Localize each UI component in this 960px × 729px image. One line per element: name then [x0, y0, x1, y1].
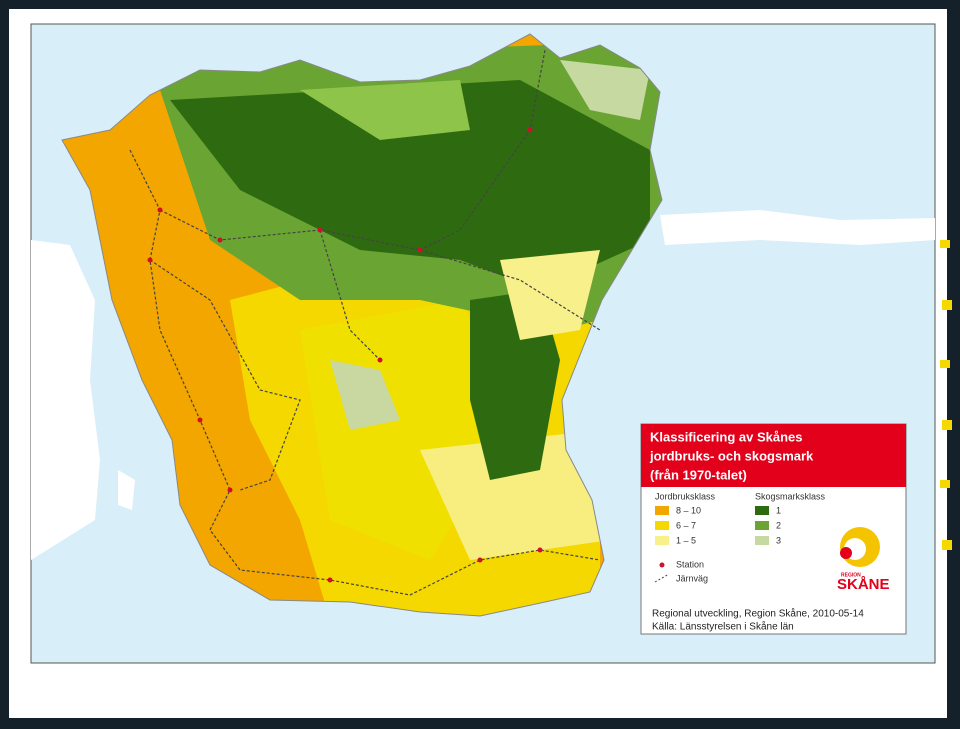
stations — [147, 127, 543, 583]
logo: REGION SKÅNE — [837, 527, 890, 593]
legend-label: 6 – 7 — [676, 520, 696, 530]
legend-label: 8 – 10 — [676, 505, 701, 515]
denmark — [31, 240, 100, 560]
legend: Klassificering av Skånes jordbruks- och … — [640, 423, 907, 635]
railways — [129, 49, 601, 596]
blekinge-coast — [660, 210, 935, 245]
credit: Regional utveckling, Region Skåne, 2010-… — [652, 608, 864, 620]
edge-decoration — [940, 240, 952, 550]
legend-title: Klassificering av Skånes — [650, 429, 802, 444]
legend-heading: Jordbruksklass — [655, 491, 716, 501]
legend-label: Järnväg — [676, 573, 708, 583]
legend-label: 1 — [776, 505, 781, 515]
legend-label: Station — [676, 559, 704, 569]
logo-text: REGION — [841, 572, 861, 578]
credit: Källa: Länsstyrelsen i Skåne län — [652, 621, 794, 633]
legend-label: 2 — [776, 520, 781, 530]
legend-title: jordbruks- och skogsmark — [649, 448, 814, 463]
legend-heading: Skogsmarksklass — [755, 491, 826, 501]
logo-text: SKÅNE — [837, 576, 890, 593]
coastline — [61, 33, 663, 617]
legend-label: 1 – 5 — [676, 535, 696, 545]
island — [118, 470, 135, 510]
legend-title: (från 1970-talet) — [650, 467, 747, 482]
legend-label: 3 — [776, 535, 781, 545]
